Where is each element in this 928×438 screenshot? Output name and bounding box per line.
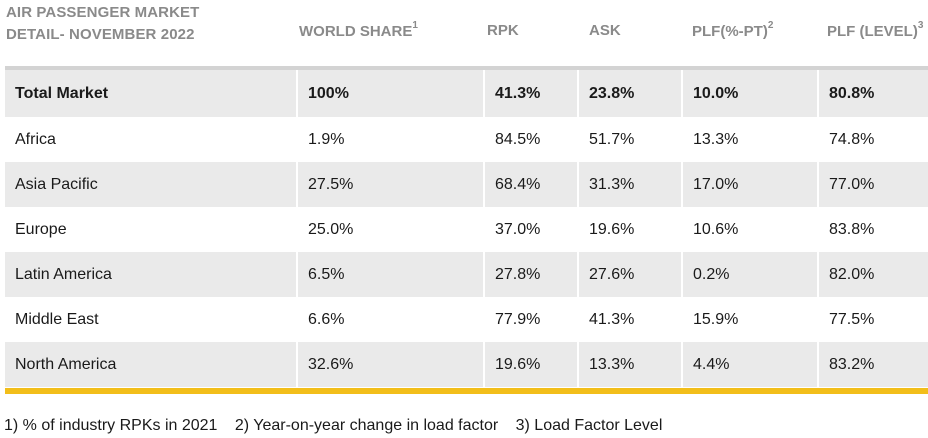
cell-plf-pt: 17.0% xyxy=(682,162,819,207)
table-title-line-1: AIR PASSENGER MARKET xyxy=(6,4,200,21)
cell-rpk: 27.8% xyxy=(484,252,579,297)
footnote-2: 2) Year-on-year change in load factor xyxy=(234,417,499,434)
cell-region: Europe xyxy=(5,207,298,252)
table-row-middle-east: Middle East 6.6% 77.9% 41.3% 15.9% 77.5% xyxy=(5,297,928,342)
cell-rpk: 84.5% xyxy=(484,117,579,162)
header-plf-pt: PLF(%-PT)2 xyxy=(692,20,774,40)
cell-ask: 31.3% xyxy=(578,162,683,207)
cell-ask: 41.3% xyxy=(578,297,683,342)
cell-plf-level: 82.0% xyxy=(818,252,928,297)
cell-region: Asia Pacific xyxy=(5,162,298,207)
cell-world-share: 100% xyxy=(297,66,485,117)
header-plf-level: PLF (LEVEL)3 xyxy=(827,20,924,40)
cell-region: Latin America xyxy=(5,252,298,297)
cell-world-share: 27.5% xyxy=(297,162,485,207)
header-rpk: RPK xyxy=(487,22,519,39)
cell-world-share: 32.6% xyxy=(297,342,485,387)
cell-plf-pt: 10.0% xyxy=(682,66,819,117)
accent-rule xyxy=(5,388,928,394)
cell-plf-pt: 0.2% xyxy=(682,252,819,297)
table-title: AIR PASSENGER MARKET DETAIL- NOVEMBER 20… xyxy=(6,2,266,46)
cell-ask: 13.3% xyxy=(578,342,683,387)
header-ask: ASK xyxy=(589,22,621,39)
table-title-line-2: DETAIL- NOVEMBER 2022 xyxy=(6,26,195,43)
cell-rpk: 77.9% xyxy=(484,297,579,342)
cell-plf-pt: 13.3% xyxy=(682,117,819,162)
header-plf-pt-label: PLF(%-PT) xyxy=(692,23,768,40)
header-plf-pt-footnote-marker: 2 xyxy=(767,20,774,31)
header-world-share-footnote-marker: 1 xyxy=(412,20,418,31)
table-row-total-market: Total Market 100% 41.3% 23.8% 10.0% 80.8… xyxy=(5,66,928,117)
cell-region: Middle East xyxy=(5,297,298,342)
cell-plf-level: 74.8% xyxy=(829,130,875,148)
footnote-3: 3) Load Factor Level xyxy=(515,417,663,434)
cell-plf-level: 80.8% xyxy=(818,66,928,117)
cell-rpk: 19.6% xyxy=(484,342,579,387)
cell-ask: 51.7% xyxy=(578,117,683,162)
header-world-share-label: WORLD SHARE xyxy=(299,23,413,40)
cell-plf-pt: 4.4% xyxy=(682,342,819,387)
cell-world-share: 1.9% xyxy=(297,117,485,162)
cell-plf-pt: 15.9% xyxy=(682,297,819,342)
cell-ask: 27.6% xyxy=(578,252,683,297)
header-plf-level-label: PLF (LEVEL) xyxy=(827,23,918,40)
cell-region: Total Market xyxy=(5,66,298,117)
header-world-share: WORLD SHARE1 xyxy=(299,20,418,40)
footnote-1: 1) % of industry RPKs in 2021 xyxy=(4,417,218,434)
table-row-europe: Europe 25.0% 37.0% 19.6% 10.6% 83.8% xyxy=(5,207,928,252)
cell-region: Africa xyxy=(5,117,298,162)
cell-plf-level: 83.8% xyxy=(829,220,875,238)
cell-ask: 23.8% xyxy=(578,66,683,117)
cell-plf-level: 77.0% xyxy=(818,162,928,207)
cell-plf-level: 83.2% xyxy=(818,342,928,387)
cell-plf-pt: 10.6% xyxy=(682,207,819,252)
header-plf-level-footnote-marker: 3 xyxy=(917,20,924,31)
cell-world-share: 6.6% xyxy=(297,297,485,342)
cell-ask: 19.6% xyxy=(578,207,683,252)
table-row-asia-pacific: Asia Pacific 27.5% 68.4% 31.3% 17.0% 77.… xyxy=(5,162,928,207)
cell-rpk: 41.3% xyxy=(484,66,579,117)
cell-plf-level: 77.5% xyxy=(829,310,875,328)
table-row-africa: Africa 1.9% 84.5% 51.7% 13.3% 74.8% xyxy=(5,117,928,162)
footnotes: 1) % of industry RPKs in 2021 2) Year-on… xyxy=(4,417,675,435)
passenger-market-table: Total Market 100% 41.3% 23.8% 10.0% 80.8… xyxy=(5,66,928,387)
cell-rpk: 37.0% xyxy=(484,207,579,252)
table-row-latin-america: Latin America 6.5% 27.8% 27.6% 0.2% 82.0… xyxy=(5,252,928,297)
cell-region: North America xyxy=(5,342,298,387)
cell-world-share: 6.5% xyxy=(297,252,485,297)
cell-rpk: 68.4% xyxy=(484,162,579,207)
table-row-north-america: North America 32.6% 19.6% 13.3% 4.4% 83.… xyxy=(5,342,928,387)
cell-world-share: 25.0% xyxy=(297,207,485,252)
